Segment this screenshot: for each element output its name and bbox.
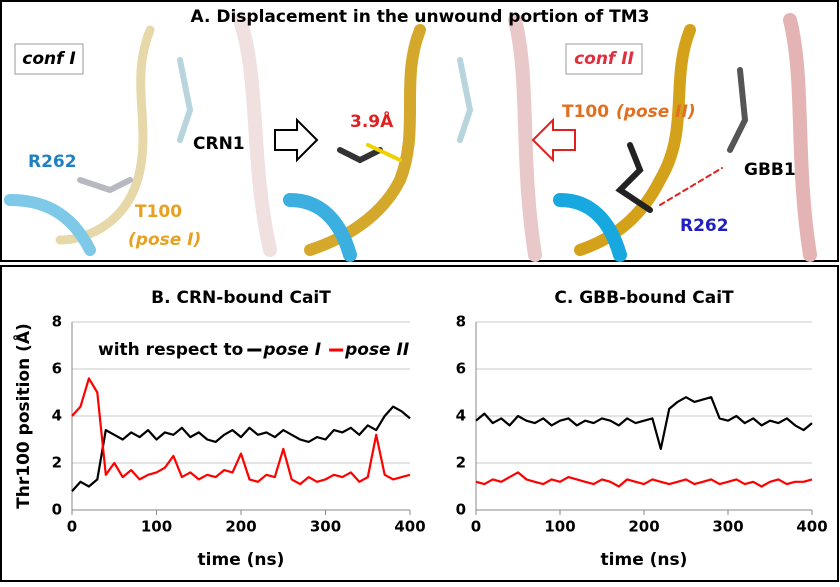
residue-label: R262 bbox=[680, 216, 729, 236]
molecular-art bbox=[4, 13, 817, 262]
y-axis-label: Thr100 position (Å) bbox=[11, 323, 34, 509]
series-line bbox=[475, 396, 813, 450]
x-tick-label: 400 bbox=[796, 518, 827, 536]
y-tick-label: 8 bbox=[52, 313, 62, 331]
series-line bbox=[71, 377, 411, 486]
distance-label: 3.9Å bbox=[350, 109, 394, 132]
pose-label: (pose II) bbox=[616, 102, 696, 122]
ligand-label: CRN1 bbox=[193, 134, 245, 154]
x-tick-label: 0 bbox=[67, 518, 77, 536]
panel-bc-frame bbox=[0, 265, 839, 582]
y-tick-label: 6 bbox=[456, 360, 466, 378]
x-tick-label: 100 bbox=[141, 518, 172, 536]
legend-label: pose I bbox=[262, 340, 321, 360]
chart-title: B. CRN-bound CaiT bbox=[151, 288, 331, 308]
y-tick-label: 4 bbox=[456, 407, 466, 425]
x-tick-label: 0 bbox=[471, 518, 481, 536]
residue-label: T100 bbox=[562, 102, 609, 122]
y-tick-label: 2 bbox=[456, 454, 466, 472]
panel-a-title: A. Displacement in the unwound portion o… bbox=[191, 7, 650, 27]
x-axis-label: time (ns) bbox=[601, 550, 688, 570]
y-tick-label: 2 bbox=[52, 454, 62, 472]
x-axis-label: time (ns) bbox=[198, 550, 285, 570]
x-tick-label: 300 bbox=[310, 518, 341, 536]
pose-label: (pose I) bbox=[128, 230, 201, 250]
y-tick-label: 8 bbox=[456, 313, 466, 331]
series-line bbox=[71, 405, 411, 492]
x-tick-label: 100 bbox=[544, 518, 575, 536]
y-tick-label: 0 bbox=[52, 501, 62, 519]
x-tick-label: 300 bbox=[712, 518, 743, 536]
x-tick-label: 200 bbox=[225, 518, 256, 536]
legend-annotation: with respect to bbox=[98, 340, 243, 360]
series-line bbox=[475, 471, 813, 488]
ligand-label: GBB1 bbox=[744, 160, 796, 180]
residue-label: T100 bbox=[135, 202, 182, 222]
y-tick-label: 4 bbox=[52, 407, 62, 425]
conf-label: conf II bbox=[574, 49, 634, 69]
chart-title: C. GBB-bound CaiT bbox=[554, 288, 734, 308]
conf-label: conf I bbox=[22, 49, 76, 69]
residue-label: R262 bbox=[28, 152, 77, 172]
y-tick-label: 6 bbox=[52, 360, 62, 378]
y-tick-label: 0 bbox=[456, 501, 466, 519]
x-tick-label: 400 bbox=[394, 518, 425, 536]
x-tick-label: 200 bbox=[628, 518, 659, 536]
legend-label: pose II bbox=[344, 340, 409, 360]
